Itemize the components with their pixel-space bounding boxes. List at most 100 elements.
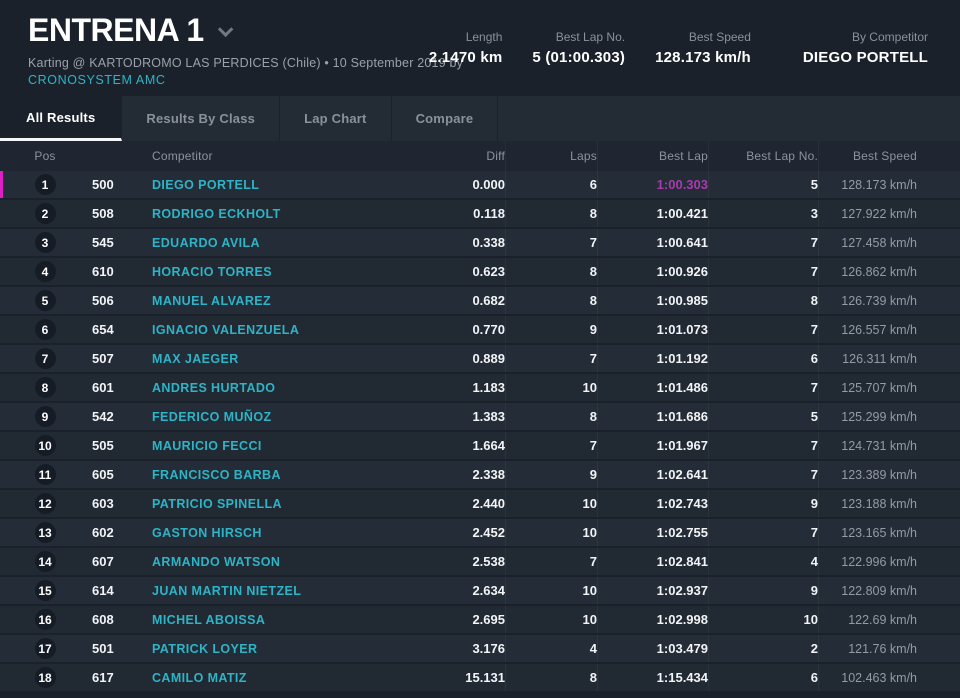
column-header-best-lap-no: Best Lap No.	[708, 141, 818, 171]
diff-value: 0.623	[472, 264, 505, 279]
laps-value: 8	[505, 664, 597, 691]
competitor-link[interactable]: CAMILO MATIZ	[152, 670, 247, 685]
position-badge: 11	[34, 464, 56, 485]
organizer-link[interactable]: CRONOSYSTEM AMC	[28, 73, 166, 87]
laps-value: 10	[505, 490, 597, 517]
best-speed-value: 125.299 km/h	[818, 403, 917, 430]
laps-value: 8	[505, 403, 597, 430]
kart-number: 506	[92, 293, 114, 308]
tab-results-by-class[interactable]: Results By Class	[122, 96, 281, 141]
tab-compare[interactable]: Compare	[392, 96, 499, 141]
competitor-link[interactable]: ARMANDO WATSON	[152, 554, 281, 569]
stat-label: Length	[465, 30, 503, 44]
best-speed-value: 122.69 km/h	[818, 606, 917, 633]
table-row: 14 607 ARMANDO WATSON 2.538 7 1:02.841 4…	[0, 548, 960, 577]
column-header-competitor: Competitor	[152, 149, 213, 163]
laps-value: 9	[505, 461, 597, 488]
competitor-link[interactable]: PATRICK LOYER	[152, 641, 258, 656]
laps-value: 8	[505, 200, 597, 227]
table-row: 3 545 EDUARDO AVILA 0.338 7 1:00.641 7 1…	[0, 229, 960, 258]
kart-number: 500	[92, 177, 114, 192]
kart-number: 614	[92, 583, 114, 598]
competitor-link[interactable]: MAX JAEGER	[152, 351, 239, 366]
position-badge: 17	[34, 638, 56, 659]
table-row: 15 614 JUAN MARTIN NIETZEL 2.634 10 1:02…	[0, 577, 960, 606]
table-row: 4 610 HORACIO TORRES 0.623 8 1:00.926 7 …	[0, 258, 960, 287]
kart-number: 542	[92, 409, 114, 424]
best-lap-no-value: 8	[708, 287, 818, 314]
best-speed-value: 126.311 km/h	[818, 345, 917, 372]
stat-value: 2.1470 km	[428, 49, 503, 66]
laps-value: 8	[505, 258, 597, 285]
best-lap-no-value: 7	[708, 229, 818, 256]
best-lap-no-value: 3	[708, 200, 818, 227]
competitor-link[interactable]: RODRIGO ECKHOLT	[152, 206, 281, 221]
best-lap-no-value: 7	[708, 461, 818, 488]
best-lap-no-value: 7	[708, 519, 818, 546]
best-lap-value: 1:02.937	[597, 577, 708, 604]
table-row: 18 617 CAMILO MATIZ 15.131 8 1:15.434 6 …	[0, 664, 960, 693]
best-lap-value: 1:01.967	[597, 432, 708, 459]
kart-number: 601	[92, 380, 114, 395]
kart-number: 617	[92, 670, 114, 685]
best-speed-value: 123.165 km/h	[818, 519, 917, 546]
tab-all-results[interactable]: All Results	[0, 96, 123, 141]
kart-number: 508	[92, 206, 114, 221]
laps-value: 10	[505, 577, 597, 604]
best-lap-no-value: 2	[708, 635, 818, 662]
best-lap-value: 1:00.421	[597, 200, 708, 227]
competitor-link[interactable]: ANDRES HURTADO	[152, 380, 276, 395]
diff-value: 2.452	[472, 525, 505, 540]
diff-value: 2.440	[472, 496, 505, 511]
table-row: 8 601 ANDRES HURTADO 1.183 10 1:01.486 7…	[0, 374, 960, 403]
best-lap-value: 1:00.985	[597, 287, 708, 314]
competitor-link[interactable]: PATRICIO SPINELLA	[152, 496, 282, 511]
kart-number: 607	[92, 554, 114, 569]
tab-lap-chart[interactable]: Lap Chart	[280, 96, 392, 141]
position-badge: 4	[34, 261, 56, 282]
competitor-link[interactable]: DIEGO PORTELL	[152, 177, 260, 192]
best-lap-no-value: 7	[708, 316, 818, 343]
competitor-link[interactable]: GASTON HIRSCH	[152, 525, 262, 540]
best-speed-value: 125.707 km/h	[818, 374, 917, 401]
competitor-link[interactable]: MANUEL ALVAREZ	[152, 293, 272, 308]
competitor-link[interactable]: MAURICIO FECCI	[152, 438, 262, 453]
position-badge: 16	[34, 609, 56, 630]
column-header-pos: Pos	[34, 149, 56, 163]
table-row: 2 508 RODRIGO ECKHOLT 0.118 8 1:00.421 3…	[0, 200, 960, 229]
best-lap-value: 1:02.755	[597, 519, 708, 546]
best-lap-value: 1:01.192	[597, 345, 708, 372]
competitor-link[interactable]: EDUARDO AVILA	[152, 235, 260, 250]
stat-length: Length 2.1470 km	[429, 30, 503, 66]
competitor-link[interactable]: JUAN MARTIN NIETZEL	[152, 583, 302, 598]
chevron-down-icon[interactable]	[217, 21, 234, 38]
tab-bar: All Results Results By Class Lap Chart C…	[0, 96, 960, 141]
diff-value: 2.338	[472, 467, 505, 482]
best-lap-value: 1:02.743	[597, 490, 708, 517]
position-badge: 10	[34, 435, 56, 456]
competitor-link[interactable]: IGNACIO VALENZUELA	[152, 322, 300, 337]
position-badge: 6	[34, 319, 56, 340]
kart-number: 505	[92, 438, 114, 453]
table-row: 10 505 MAURICIO FECCI 1.664 7 1:01.967 7…	[0, 432, 960, 461]
best-lap-no-value: 7	[708, 374, 818, 401]
competitor-link[interactable]: FRANCISCO BARBA	[152, 467, 281, 482]
laps-value: 7	[505, 548, 597, 575]
column-header-kart-no	[90, 141, 152, 171]
column-header-best-lap: Best Lap	[597, 141, 708, 171]
competitor-link[interactable]: FEDERICO MUÑOZ	[152, 409, 272, 424]
table-row: 17 501 PATRICK LOYER 3.176 4 1:03.479 2 …	[0, 635, 960, 664]
kart-number: 654	[92, 322, 114, 337]
competitor-link[interactable]: MICHEL ABOISSA	[152, 612, 266, 627]
laps-value: 7	[505, 432, 597, 459]
competitor-link[interactable]: HORACIO TORRES	[152, 264, 272, 279]
diff-value: 0.118	[473, 206, 505, 221]
best-lap-no-value: 7	[708, 432, 818, 459]
table-row: 9 542 FEDERICO MUÑOZ 1.383 8 1:01.686 5 …	[0, 403, 960, 432]
best-speed-value: 126.739 km/h	[818, 287, 917, 314]
stat-best-lap-no: Best Lap No. 5 (01:00.303)	[532, 30, 625, 66]
best-speed-value: 102.463 km/h	[818, 664, 917, 691]
diff-value: 0.000	[472, 177, 505, 192]
diff-value: 0.889	[472, 351, 505, 366]
table-row: 13 602 GASTON HIRSCH 2.452 10 1:02.755 7…	[0, 519, 960, 548]
